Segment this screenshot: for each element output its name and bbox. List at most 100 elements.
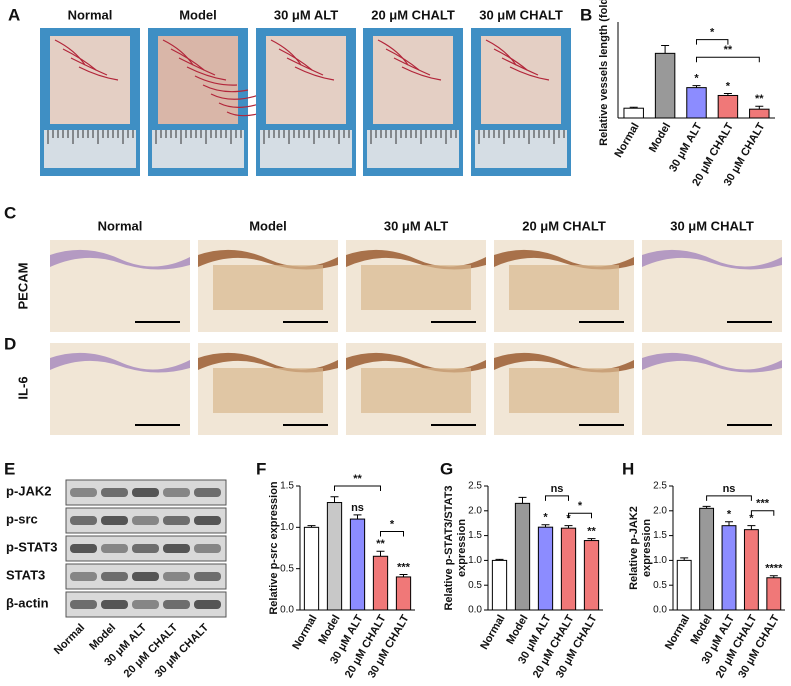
- band: [132, 544, 159, 553]
- vessel: [54, 39, 86, 66]
- band: [163, 544, 190, 553]
- error-bar: [755, 105, 764, 110]
- bracket: [545, 495, 569, 501]
- band: [163, 488, 190, 497]
- band: [70, 516, 97, 525]
- stain: [213, 265, 323, 310]
- panel-letter: A: [8, 5, 20, 24]
- column-label: 20 μM CHALT: [371, 7, 455, 22]
- y-tick-label: 2.5: [653, 481, 667, 492]
- significance: ****: [765, 563, 783, 575]
- significance: *: [694, 73, 699, 85]
- y-tick-label: 0.5: [653, 580, 667, 591]
- bar: [743, 529, 759, 611]
- bracket: [750, 510, 775, 516]
- vessel: [501, 57, 539, 76]
- bar: [514, 502, 531, 611]
- epidermis: [494, 352, 634, 373]
- bracket-label: ***: [756, 498, 770, 510]
- significance: *: [543, 512, 548, 524]
- vessel: [278, 48, 313, 71]
- y-tick-label: 0.0: [468, 605, 482, 616]
- column-label: 30 μM ALT: [274, 7, 338, 22]
- column-label: 20 μM CHALT: [522, 218, 606, 233]
- error-bar: [399, 573, 408, 577]
- vessel: [70, 57, 108, 76]
- band: [101, 488, 128, 497]
- vessel: [485, 39, 517, 66]
- stain: [213, 368, 323, 413]
- epidermis: [642, 249, 782, 270]
- error-bar: [541, 524, 550, 528]
- stain: [361, 368, 471, 413]
- bar: [491, 559, 508, 611]
- x-tick-label: Normal: [290, 613, 319, 652]
- bracket-label: **: [724, 44, 733, 56]
- bracket-label: ns: [551, 483, 564, 495]
- band: [101, 516, 128, 525]
- band: [132, 600, 159, 609]
- vessel: [493, 48, 528, 71]
- significance: *: [726, 80, 731, 92]
- error-bar: [747, 525, 756, 530]
- vessel: [393, 57, 431, 76]
- bar: [686, 87, 707, 119]
- epidermis: [50, 352, 190, 373]
- error-bar: [629, 106, 638, 109]
- y-tick-label: 2.0: [468, 505, 482, 516]
- y-axis-label: Relative p-STAT3/STAT3: [443, 485, 455, 610]
- bar: [676, 559, 692, 611]
- lane-label: 20 μM CHALT: [122, 621, 181, 680]
- band: [70, 488, 97, 497]
- panel-letter: D: [4, 334, 16, 353]
- column-label: 30 μM ALT: [384, 218, 448, 233]
- error-bar: [723, 93, 732, 96]
- epidermis: [198, 249, 338, 270]
- vessel: [286, 57, 324, 76]
- vessel: [162, 39, 194, 66]
- blot-label: p-src: [6, 511, 38, 526]
- bar: [349, 518, 366, 611]
- significance: *: [749, 513, 754, 525]
- bar: [537, 526, 554, 611]
- blot-label: STAT3: [6, 567, 45, 582]
- stain: [509, 265, 619, 310]
- y-axis-label: Relative p-JAK2: [628, 506, 640, 590]
- significance: ***: [397, 561, 411, 573]
- epidermis: [494, 249, 634, 270]
- epidermis: [642, 352, 782, 373]
- x-tick-label: Normal: [478, 613, 507, 652]
- bracket: [696, 56, 760, 63]
- band: [70, 572, 97, 581]
- y-tick-label: 1.0: [468, 555, 482, 566]
- y-axis-label: Relative p-src expression: [268, 481, 280, 615]
- bar: [303, 526, 320, 611]
- row-label: PECAM: [15, 263, 30, 310]
- vessel: [186, 66, 227, 81]
- vessel: [401, 66, 442, 81]
- band: [194, 516, 221, 525]
- bar: [717, 94, 739, 119]
- column-label: Model: [249, 218, 287, 233]
- y-axis-label: expression: [641, 519, 653, 577]
- band: [101, 572, 128, 581]
- epidermis: [50, 249, 190, 270]
- significance: *: [566, 513, 571, 525]
- y-tick-label: 2.5: [468, 481, 482, 492]
- panel-letter: E: [4, 459, 15, 478]
- row-label: IL-6: [15, 376, 30, 399]
- y-tick-label: 1.5: [468, 530, 482, 541]
- stain: [509, 368, 619, 413]
- y-tick-label: 0.0: [653, 605, 667, 616]
- bar: [372, 555, 389, 611]
- column-label: Model: [179, 7, 217, 22]
- bar: [766, 577, 782, 611]
- vessel: [294, 66, 335, 81]
- bracket: [334, 485, 381, 491]
- y-tick-label: 1.5: [280, 481, 294, 492]
- error-bar: [692, 85, 701, 88]
- epidermis: [346, 249, 486, 270]
- bar: [749, 108, 770, 119]
- error-bar: [564, 525, 573, 529]
- lane-label: Normal: [52, 622, 87, 657]
